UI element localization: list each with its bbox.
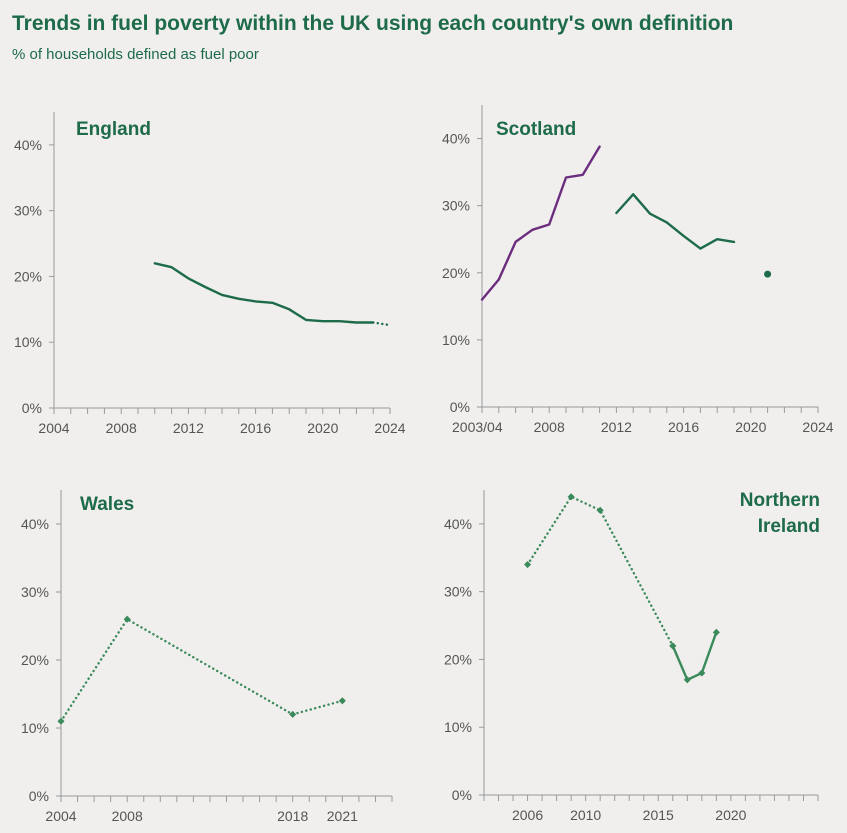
scotland-series-line	[480, 145, 601, 301]
scotland-x-tick-label: 2012	[601, 419, 632, 435]
scotland-title: Scotland	[496, 119, 576, 140]
wales-y-tick-label: 30%	[21, 584, 49, 600]
wales-data-marker	[289, 710, 297, 718]
wales-data-marker	[123, 615, 131, 623]
wales-y-tick-label: 0%	[29, 788, 49, 804]
chart-scotland: 0% 10% 20% 30% 40% 2003/04 2008 2012 2016 2020 202…	[442, 105, 834, 435]
wales-y-tick-label: 40%	[21, 516, 49, 532]
ni-series-line	[526, 495, 674, 648]
ni-y-tick-label: 40%	[444, 516, 472, 532]
ni-data-marker	[567, 493, 575, 501]
ni-data-marker	[524, 561, 532, 569]
ni-data-marker	[596, 506, 604, 514]
scotland-y-tick-label: 40%	[442, 131, 470, 147]
england-x-tick-label: 2020	[307, 420, 338, 436]
england-y-tick-label: 10%	[14, 334, 42, 350]
ni-data-marker	[669, 642, 677, 650]
scotland-y-tick-label: 0%	[450, 399, 470, 415]
ni-title-line: Ireland	[758, 516, 820, 537]
chart-england: 0% 10% 20% 30% 40% 2004 2008 2012 2016 2020 2024 En…	[14, 112, 406, 436]
england-series-line	[153, 262, 375, 324]
scotland-x-tick-label: 2024	[802, 419, 833, 435]
ni-title-line: Northern	[740, 490, 820, 511]
wales-x-tick-label: 2008	[112, 808, 143, 824]
ni-x-tick-label: 2020	[715, 807, 746, 823]
england-y-tick-label: 30%	[14, 203, 42, 219]
scotland-series-line	[615, 193, 736, 250]
england-x-tick-label: 2004	[38, 420, 69, 436]
ni-y-tick-label: 10%	[444, 719, 472, 735]
england-y-tick-label: 0%	[22, 400, 42, 416]
wales-title: Wales	[80, 494, 134, 515]
england-x-tick-label: 2012	[173, 420, 204, 436]
wales-x-tick-label: 2004	[45, 808, 76, 824]
wales-x-tick-label: 2021	[327, 808, 358, 824]
england-y-tick-label: 40%	[14, 137, 42, 153]
ni-x-tick-label: 2006	[512, 807, 543, 823]
ni-data-marker	[683, 676, 691, 684]
scotland-y-tick-label: 20%	[442, 265, 470, 281]
ni-data-marker	[712, 628, 720, 636]
wales-x-tick-label: 2018	[277, 808, 308, 824]
wales-data-marker	[338, 697, 346, 705]
scotland-x-tick-label: 2003/04	[452, 419, 503, 435]
scotland-y-tick-label: 10%	[442, 332, 470, 348]
ni-x-tick-label: 2010	[570, 807, 601, 823]
ni-y-tick-label: 0%	[452, 787, 472, 803]
scotland-x-tick-label: 2008	[534, 419, 565, 435]
england-x-tick-label: 2008	[106, 420, 137, 436]
wales-series-line	[59, 618, 344, 723]
scotland-point	[764, 270, 772, 278]
scotland-x-tick-label: 2020	[735, 419, 766, 435]
england-x-tick-label: 2016	[240, 420, 271, 436]
chart-wales: 0% 10% 20% 30% 40% 2004 2008 2018 2021 Wales	[21, 490, 393, 824]
england-series-line	[372, 321, 392, 327]
wales-y-tick-label: 20%	[21, 652, 49, 668]
wales-data-marker	[57, 717, 65, 725]
england-y-tick-label: 20%	[14, 268, 42, 284]
scotland-x-tick-label: 2016	[668, 419, 699, 435]
wales-y-tick-label: 10%	[21, 720, 49, 736]
england-x-tick-label: 2024	[374, 420, 405, 436]
ni-y-tick-label: 30%	[444, 584, 472, 600]
ni-series-line	[671, 631, 718, 681]
ni-x-tick-label: 2015	[643, 807, 674, 823]
ni-y-tick-label: 20%	[444, 651, 472, 667]
ni-data-marker	[698, 669, 706, 677]
scotland-y-tick-label: 30%	[442, 198, 470, 214]
page-subtitle: % of households defined as fuel poor	[12, 46, 259, 63]
chart-ni: 0% 10% 20% 30% 40% 2006 2010 2015 2020 Northern Ir…	[444, 490, 820, 823]
england-title: England	[76, 119, 151, 140]
page-title: Trends in fuel poverty within the UK usi…	[12, 12, 734, 35]
